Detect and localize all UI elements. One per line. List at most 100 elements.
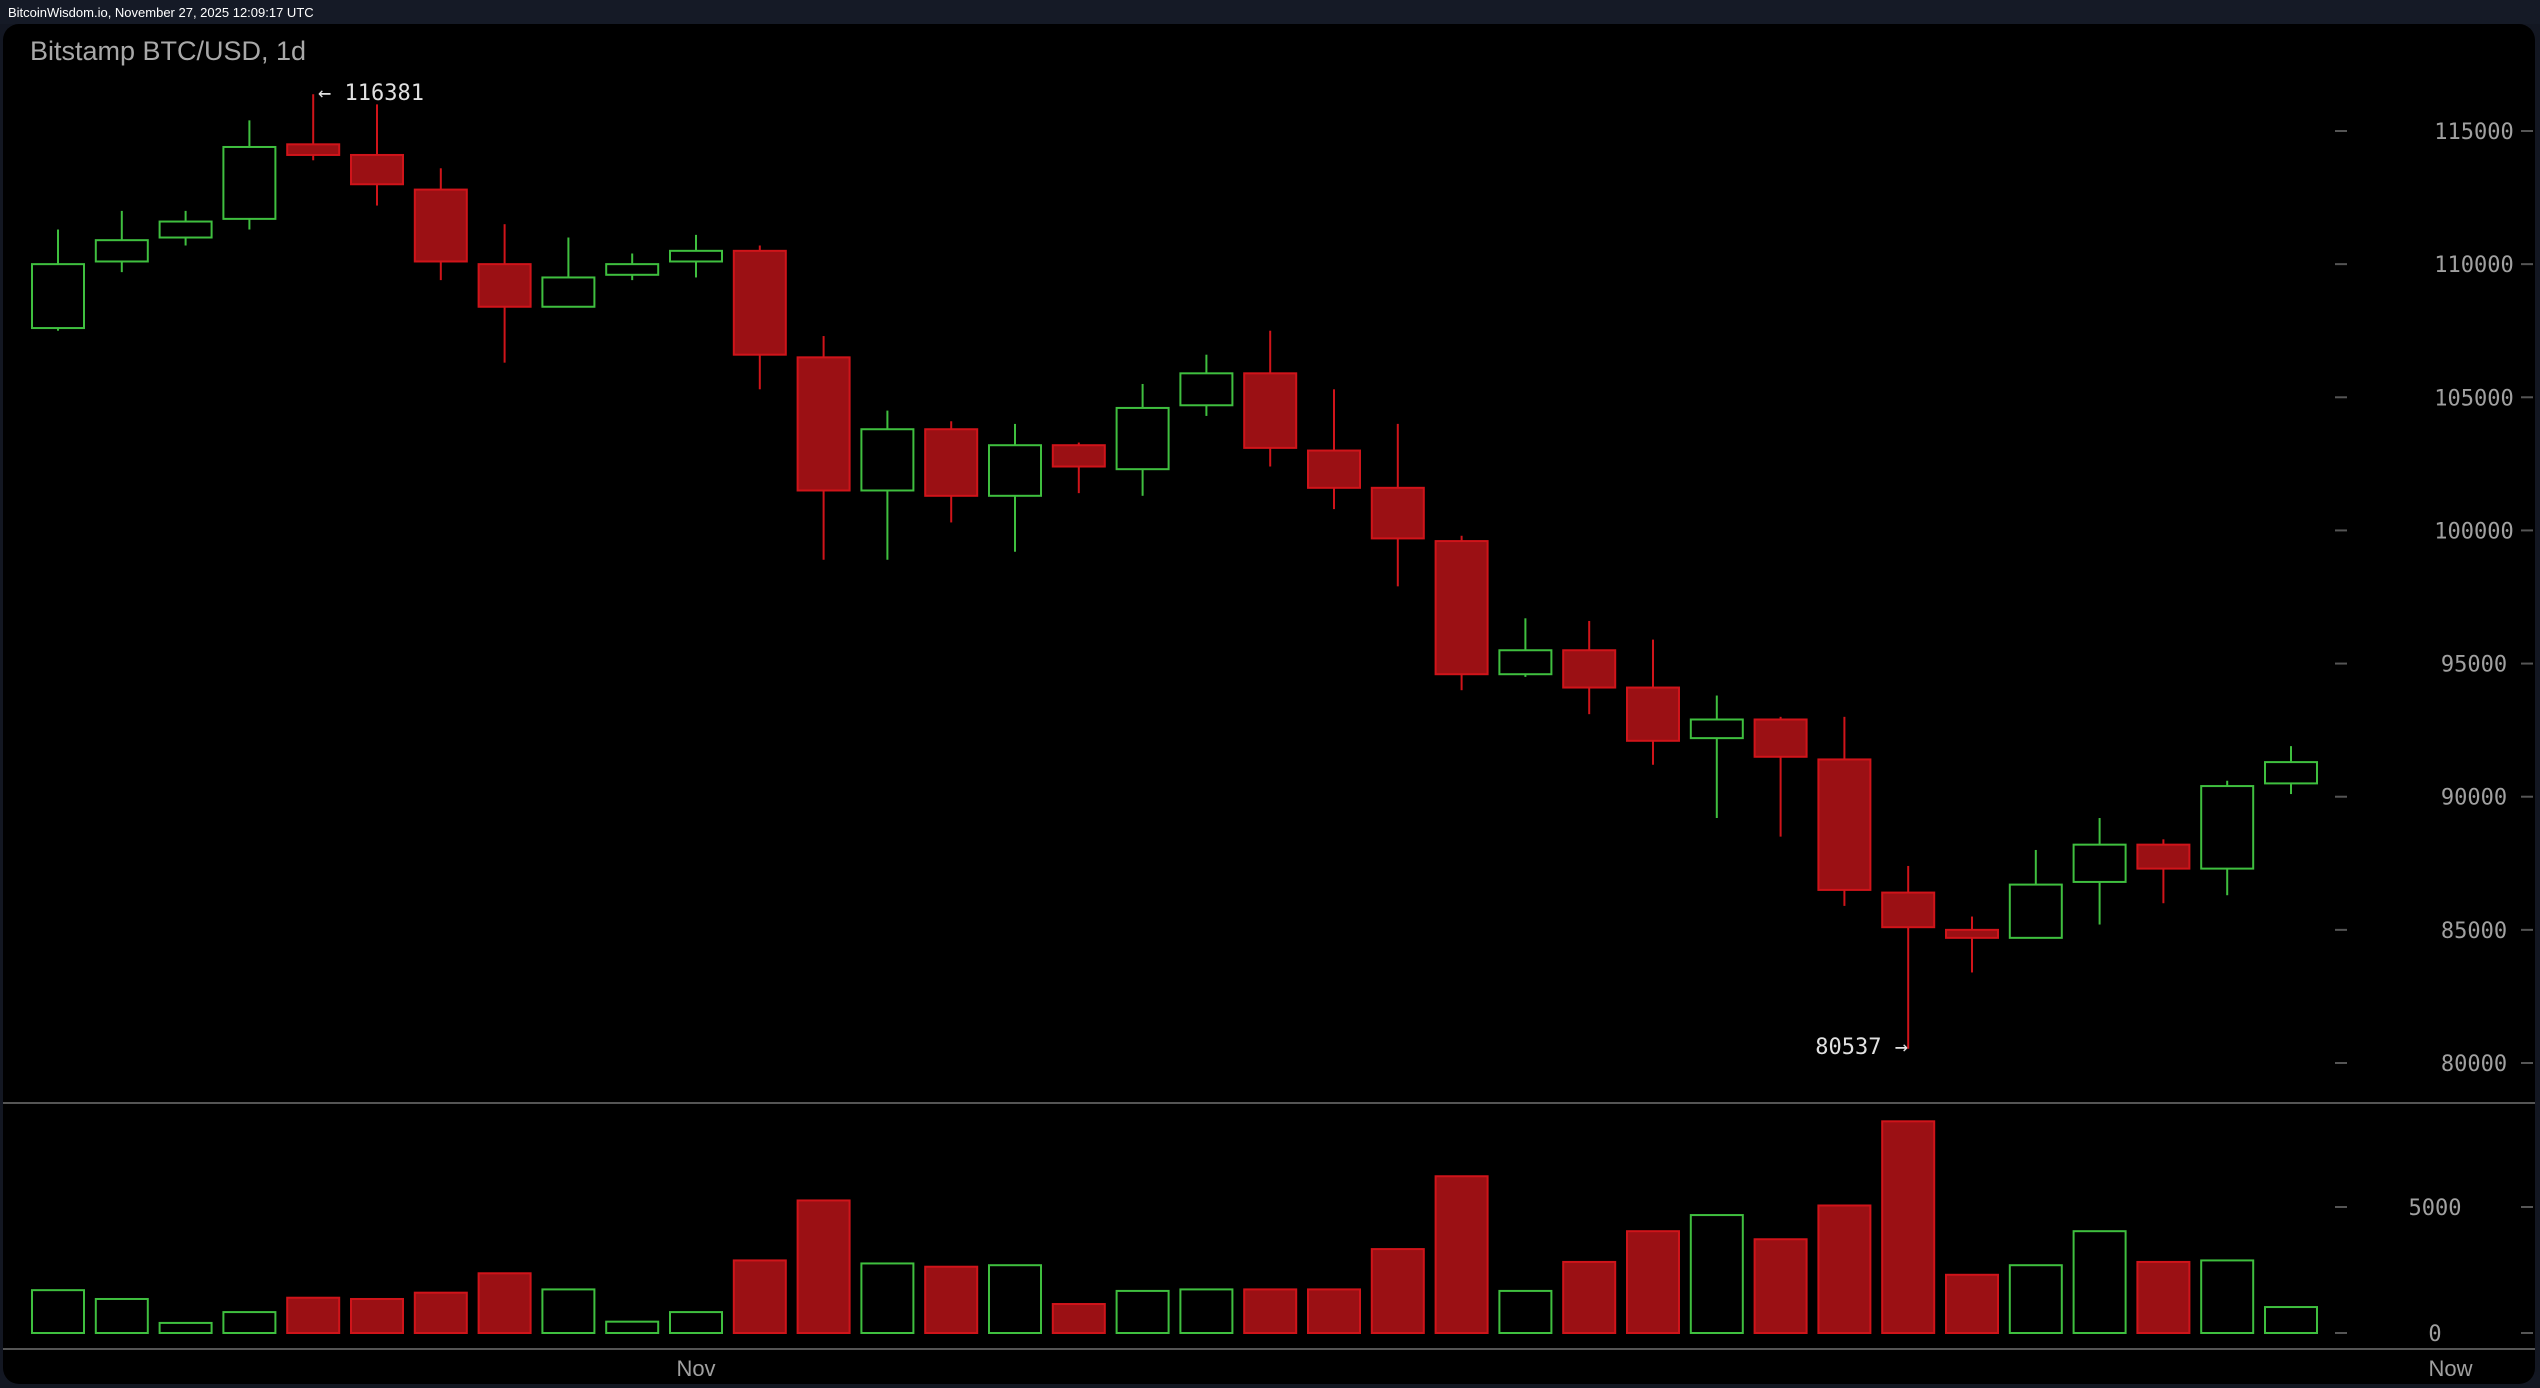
volume-bar-down — [732, 1259, 787, 1334]
candle-down — [2136, 839, 2191, 904]
candle-body — [94, 239, 149, 263]
volume-bar-down — [1817, 1204, 1872, 1335]
price-tick-label: 100000 — [2434, 519, 2513, 544]
candle-up — [94, 210, 149, 273]
candle-body — [669, 249, 723, 263]
candle-body — [1945, 928, 1999, 939]
candle-body — [1434, 540, 1489, 676]
candles — [31, 94, 2318, 1049]
candle-body — [222, 145, 277, 220]
candle-down — [1370, 423, 1425, 587]
candle-body — [1179, 372, 1234, 407]
candle-body — [2264, 761, 2318, 785]
candle-up — [1498, 618, 1553, 677]
price-tick-label: 115000 — [2434, 120, 2513, 145]
candle-body — [1307, 449, 1361, 489]
candle-down — [1626, 639, 1680, 765]
candle-body — [2200, 785, 2255, 870]
volume-bar-down — [1562, 1260, 1617, 1335]
x-axis: Nov Now — [676, 1356, 2472, 1381]
candle-body — [2136, 843, 2191, 870]
candle-up — [31, 229, 85, 331]
candle-up — [605, 253, 660, 281]
price-tick-label: 85000 — [2441, 919, 2507, 944]
volume-bar-up — [158, 1321, 213, 1335]
candle-body — [286, 143, 341, 156]
volume-bar-up — [860, 1262, 915, 1334]
volume-bar-down — [796, 1199, 851, 1334]
candle-down — [1753, 716, 1808, 837]
candle-down — [1945, 916, 1999, 973]
x-tick-label: Now — [2428, 1356, 2472, 1381]
candle-body — [1817, 758, 1872, 891]
volume-bar-down — [1881, 1120, 1936, 1334]
candle-body — [477, 263, 532, 308]
price-tick-label: 105000 — [2434, 386, 2513, 411]
candle-up — [1179, 354, 1234, 416]
candle-down — [286, 94, 341, 161]
volume-bar-down — [286, 1296, 341, 1334]
candle-down — [796, 336, 851, 560]
volume-bar-up — [94, 1297, 149, 1334]
candle-body — [732, 249, 787, 356]
volume-bar-down — [2136, 1260, 2191, 1335]
candle-body — [1626, 686, 1680, 742]
candle-up — [988, 423, 1042, 552]
volume-bar-up — [1498, 1289, 1553, 1335]
candle-down — [1881, 865, 1936, 1049]
x-tick-label: Nov — [676, 1356, 715, 1381]
price-tick-label: 110000 — [2434, 253, 2513, 278]
candle-up — [1115, 383, 1170, 496]
volume-bar-down — [924, 1265, 979, 1334]
volume-bar-down — [1626, 1230, 1680, 1335]
candle-body — [1689, 718, 1744, 740]
volume-tick-label: 5000 — [2409, 1196, 2462, 1221]
candle-up — [860, 410, 915, 560]
candle-up — [158, 210, 213, 246]
candle-up — [2072, 818, 2127, 925]
price-tick-label: 90000 — [2441, 786, 2507, 811]
volume-bar-down — [1945, 1273, 1999, 1334]
candle-body — [1115, 406, 1170, 471]
volume-axis: 0 5000 — [2335, 1196, 2533, 1347]
volume-bar-up — [1179, 1288, 1234, 1335]
candle-down — [477, 224, 532, 363]
candle-down — [350, 104, 404, 206]
candle-down — [1434, 535, 1489, 691]
volume-bar-up — [605, 1320, 660, 1335]
high-annotation: ← 116381 — [318, 81, 424, 106]
candle-body — [924, 428, 979, 497]
candle-body — [988, 444, 1042, 497]
candle-body — [2008, 883, 2063, 939]
candle-up — [2200, 780, 2255, 896]
candle-down — [732, 245, 787, 390]
candle-down — [1307, 389, 1361, 510]
candle-down — [413, 168, 468, 281]
volume-bar-down — [1753, 1238, 1808, 1334]
candle-body — [1753, 718, 1808, 758]
chart-title: Bitstamp BTC/USD, 1d — [30, 36, 306, 66]
volume-bar-down — [477, 1272, 532, 1334]
volume-bar-up — [2072, 1230, 2127, 1335]
volume-bar-up — [2008, 1264, 2063, 1335]
candle-body — [413, 188, 468, 263]
price-tick-label: 95000 — [2441, 653, 2507, 678]
volume-bar-up — [541, 1288, 596, 1335]
candle-body — [796, 356, 851, 492]
candle-body — [1881, 891, 1936, 929]
price-tick-label: 80000 — [2441, 1052, 2507, 1077]
candle-up — [2264, 746, 2318, 795]
candle-up — [541, 237, 596, 308]
candle-down — [1562, 620, 1617, 715]
candle-up — [669, 234, 723, 278]
candle-up — [222, 120, 277, 230]
candle-down — [1817, 716, 1872, 906]
volume-bar-up — [1115, 1289, 1170, 1335]
volume-bar-down — [1370, 1248, 1425, 1334]
candle-body — [1562, 649, 1617, 689]
volume-bar-up — [31, 1289, 85, 1335]
price-axis: 80000 85000 90000 95000 100000 105000 110000 11… — [2335, 120, 2533, 1077]
candle-body — [1243, 372, 1298, 449]
volume-bar-down — [1243, 1288, 1298, 1335]
